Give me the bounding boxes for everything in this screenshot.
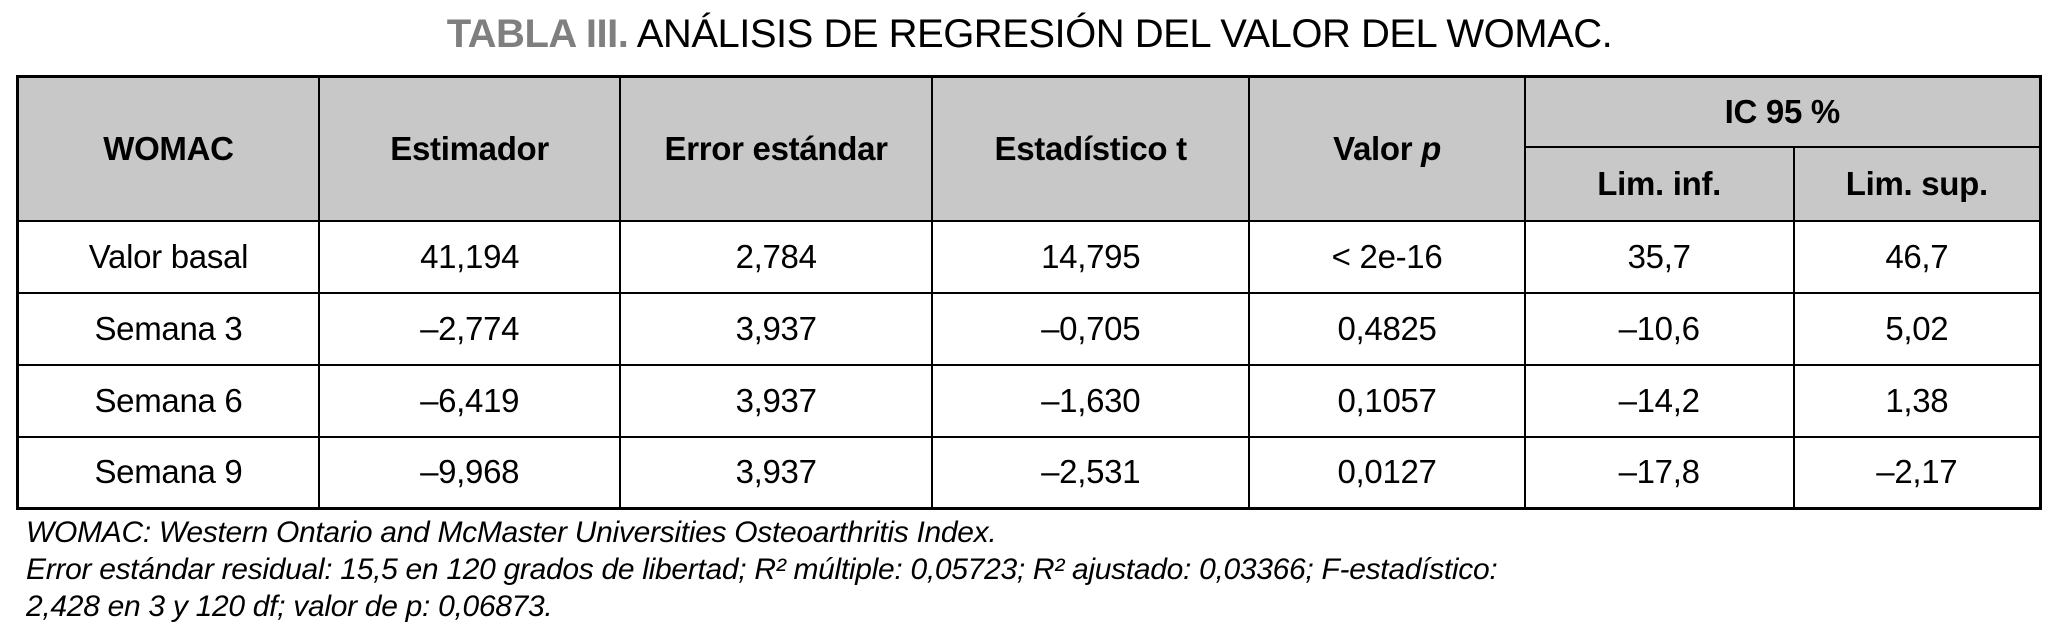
- table-title-label: TABLA III.: [446, 12, 629, 56]
- cell-lim-sup: 1,38: [1792, 363, 2042, 438]
- table-row-semana-9: Semana 9 –9,968 3,937 –2,531 0,0127 –17,…: [16, 435, 2042, 510]
- cell-womac: Semana 9: [16, 435, 320, 510]
- header-row-top: WOMAC Estimador Error estándar Estadísti…: [16, 75, 2042, 222]
- cell-valor-p: 0,1057: [1248, 363, 1526, 438]
- cell-womac: Valor basal: [16, 219, 320, 294]
- col-header-error-estandar: Error estándar: [619, 75, 933, 222]
- cell-lim-sup: 5,02: [1792, 291, 2042, 366]
- cell-lim-inf: 35,7: [1523, 219, 1795, 294]
- cell-estimador: –6,419: [317, 363, 622, 438]
- table-title: TABLA III. ANÁLISIS DE REGRESIÓN DEL VAL…: [0, 12, 2059, 57]
- col-header-ic95: IC 95 %: [1523, 75, 2042, 148]
- table-row-semana-6: Semana 6 –6,419 3,937 –1,630 0,1057 –14,…: [16, 363, 2042, 438]
- cell-valor-p: 0,4825: [1248, 291, 1526, 366]
- footnote-line-2: Error estándar residual: 15,5 en 120 gra…: [26, 553, 1498, 586]
- cell-error-estandar: 2,784: [619, 219, 933, 294]
- regression-table: WOMAC Estimador Error estándar Estadísti…: [16, 75, 2042, 510]
- cell-lim-sup: –2,17: [1792, 435, 2042, 510]
- cell-error-estandar: 3,937: [619, 291, 933, 366]
- col-header-valor-p: Valor p: [1248, 75, 1526, 222]
- cell-error-estandar: 3,937: [619, 435, 933, 510]
- col-header-valor-p-prefix: Valor: [1333, 129, 1413, 167]
- header-row-sub: Lim. inf. Lim. sup.: [18, 145, 2042, 222]
- cell-womac: Semana 3: [16, 291, 320, 366]
- cell-estimador: –2,774: [317, 291, 622, 366]
- col-header-lim-inf: Lim. inf.: [1523, 145, 1795, 222]
- col-header-estadistico-t: Estadístico t: [930, 75, 1251, 222]
- col-header-womac: WOMAC: [16, 75, 320, 222]
- table-title-text: ANÁLISIS DE REGRESIÓN DEL VALOR DEL WOMA…: [636, 12, 1613, 56]
- table-row-valor-basal: Valor basal 41,194 2,784 14,795 < 2e-16 …: [16, 219, 2042, 294]
- col-header-estimador: Estimador: [317, 75, 622, 222]
- cell-estadistico-t: –0,705: [930, 291, 1251, 366]
- cell-error-estandar: 3,937: [619, 363, 933, 438]
- cell-estimador: –9,968: [317, 435, 622, 510]
- col-header-valor-p-symbol: p: [1421, 129, 1442, 167]
- cell-lim-inf: –17,8: [1523, 435, 1795, 510]
- cell-valor-p: < 2e-16: [1248, 219, 1526, 294]
- footnote-line-3: 2,428 en 3 y 120 df; valor de p: 0,06873…: [26, 590, 553, 623]
- cell-womac: Semana 6: [16, 363, 320, 438]
- cell-lim-sup: 46,7: [1792, 219, 2042, 294]
- table-row-semana-3: Semana 3 –2,774 3,937 –0,705 0,4825 –10,…: [16, 291, 2042, 366]
- col-header-lim-sup: Lim. sup.: [1792, 145, 2042, 222]
- cell-valor-p: 0,0127: [1248, 435, 1526, 510]
- cell-lim-inf: –14,2: [1523, 363, 1795, 438]
- cell-lim-inf: –10,6: [1523, 291, 1795, 366]
- table-footnotes: WOMAC: Western Ontario and McMaster Univ…: [26, 514, 2036, 625]
- cell-estimador: 41,194: [317, 219, 622, 294]
- cell-estadistico-t: –1,630: [930, 363, 1251, 438]
- cell-estadistico-t: –2,531: [930, 435, 1251, 510]
- footnote-line-1: WOMAC: Western Ontario and McMaster Univ…: [26, 516, 997, 549]
- cell-estadistico-t: 14,795: [930, 219, 1251, 294]
